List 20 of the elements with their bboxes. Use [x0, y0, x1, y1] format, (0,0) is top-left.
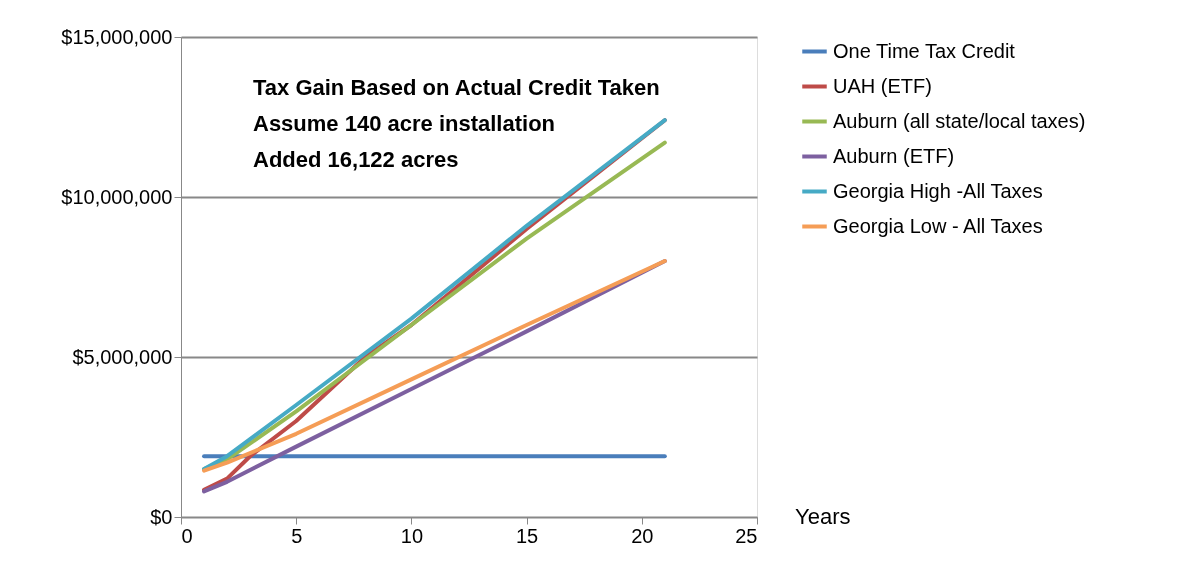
x-tick-label: 10 [400, 524, 424, 547]
legend-label: UAH (ETF) [833, 74, 932, 97]
x-tick-label: 15 [515, 524, 539, 547]
legend-label: Georgia High -All Taxes [833, 179, 1043, 202]
y-tick-label: $5,000,000 [72, 345, 173, 368]
y-tick-label: $0 [150, 505, 173, 528]
y-tick-label: $15,000,000 [61, 25, 173, 48]
annotation: Assume 140 acre installation [253, 111, 556, 136]
x-tick-label: 5 [291, 524, 303, 547]
y-tick-label: $10,000,000 [61, 185, 173, 208]
legend-label: One Time Tax Credit [833, 39, 1016, 62]
x-tick-label: 0 [181, 524, 193, 547]
legend-label: Auburn (all state/local taxes) [833, 109, 1086, 132]
x-axis-title: Years [795, 504, 851, 529]
legend-label: Georgia Low - All Taxes [833, 214, 1043, 237]
x-tick-label: 20 [631, 524, 654, 547]
annotation: Added 16,122 acres [253, 147, 459, 172]
legend-label: Auburn (ETF) [833, 144, 955, 167]
annotation: Tax Gain Based on Actual Credit Taken [253, 75, 660, 100]
x-tick-label: 25 [735, 524, 758, 547]
